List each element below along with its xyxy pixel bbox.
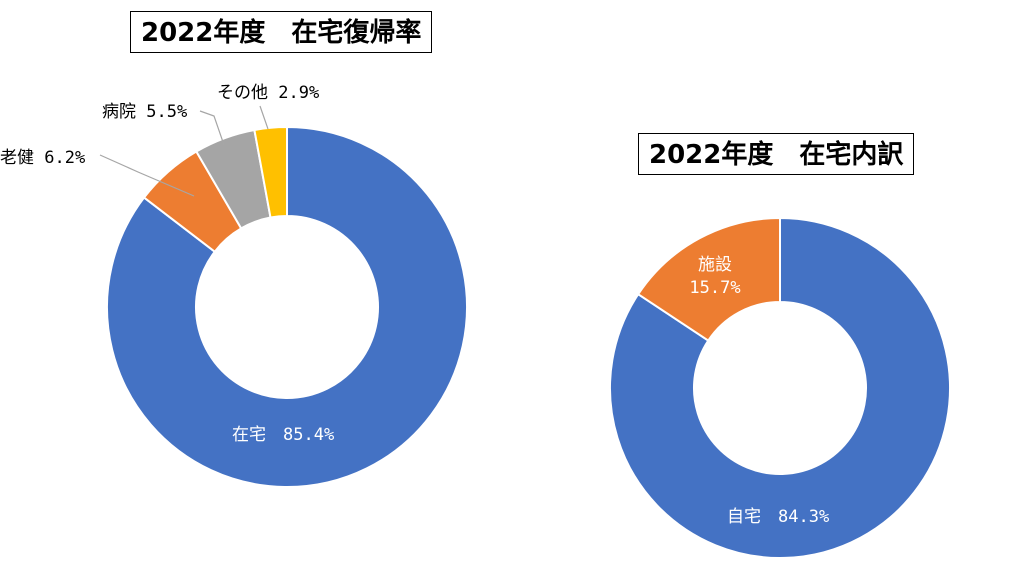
data-label-病院: 病院 5.5%	[102, 102, 187, 122]
data-label-施設: 施設 15.7%	[689, 255, 740, 298]
data-label-在宅: 在宅 85.4%	[232, 425, 334, 445]
data-label-老健: 老健 6.2%	[0, 148, 85, 168]
slice-その他	[253, 125, 288, 219]
chart-title-return-rate: 2022年度 在宅復帰率	[130, 11, 433, 53]
leader-line-その他	[259, 105, 269, 130]
leader-line-病院	[199, 110, 225, 146]
leader-line-老健	[99, 154, 195, 197]
donut-chart-return-rate: 在宅 85.4% 老健 6.2% 病院 5.5% その他 2.9%	[0, 83, 468, 488]
slice-施設	[636, 216, 781, 342]
chart-title-home-breakdown: 2022年度 在宅内訳	[638, 133, 915, 175]
data-label-その他: その他 2.9%	[217, 83, 319, 103]
slice-自宅	[609, 216, 951, 559]
donut-chart-home-breakdown: 自宅 84.3% 施設 15.7%	[609, 216, 951, 559]
slice-在宅	[106, 125, 468, 488]
data-label-自宅: 自宅 84.3%	[727, 507, 829, 527]
